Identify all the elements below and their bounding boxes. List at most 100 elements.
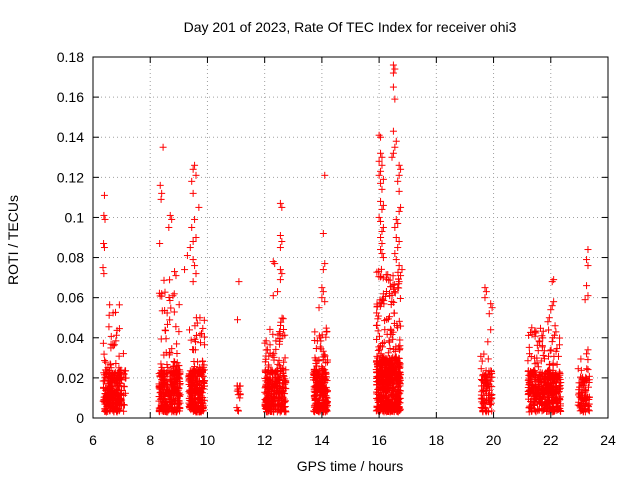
data-point	[160, 276, 168, 284]
data-point	[166, 392, 174, 400]
data-point	[271, 369, 279, 377]
data-point	[185, 394, 193, 402]
data-point	[165, 294, 173, 302]
data-point	[280, 358, 288, 366]
data-point	[169, 362, 177, 370]
data-point	[264, 346, 272, 354]
data-point	[272, 345, 280, 353]
data-point	[109, 383, 117, 391]
data-point	[198, 367, 206, 375]
data-point	[196, 331, 204, 339]
data-point	[319, 353, 327, 361]
data-point	[160, 390, 168, 398]
data-point	[198, 329, 206, 337]
data-point	[173, 388, 181, 396]
data-point	[163, 320, 171, 328]
data-point	[101, 357, 109, 365]
data-point	[265, 363, 273, 371]
data-point	[266, 341, 274, 349]
data-point	[233, 404, 241, 412]
data-point	[266, 376, 274, 384]
data-point	[173, 340, 181, 348]
data-point	[199, 324, 207, 332]
data-point	[199, 376, 207, 384]
data-point	[234, 406, 242, 414]
data-point	[115, 352, 123, 360]
data-point	[109, 369, 117, 377]
data-point	[262, 380, 270, 388]
data-point	[389, 272, 397, 280]
data-point	[266, 325, 274, 333]
data-point	[312, 359, 320, 367]
data-point	[261, 339, 269, 347]
data-point	[106, 301, 114, 309]
data-point	[261, 358, 269, 366]
data-point	[162, 327, 170, 335]
data-point	[385, 337, 393, 345]
data-point	[274, 382, 282, 390]
data-point	[185, 388, 193, 396]
data-point	[101, 407, 109, 415]
data-point	[191, 335, 199, 343]
data-point	[323, 407, 331, 415]
data-point	[234, 385, 242, 393]
data-point	[112, 331, 120, 339]
data-point	[190, 346, 198, 354]
data-point	[318, 363, 326, 371]
data-point	[113, 405, 121, 413]
data-point	[115, 368, 123, 376]
data-point	[166, 372, 174, 380]
data-point	[176, 381, 184, 389]
data-point	[274, 360, 282, 368]
data-point	[314, 371, 322, 379]
data-point	[163, 389, 171, 397]
data-point	[281, 375, 289, 383]
data-point	[112, 337, 120, 345]
data-point	[269, 330, 277, 338]
data-point	[173, 359, 181, 367]
data-point	[274, 388, 282, 396]
data-point	[321, 406, 329, 414]
data-point	[119, 350, 127, 358]
data-point	[267, 368, 275, 376]
data-point	[261, 366, 269, 374]
data-point	[319, 366, 327, 374]
data-point	[166, 316, 174, 324]
data-point	[112, 399, 120, 407]
data-point	[282, 378, 290, 386]
data-point	[172, 323, 180, 331]
data-point	[171, 371, 179, 379]
data-point	[322, 333, 330, 341]
data-point	[169, 292, 177, 300]
data-point	[175, 328, 183, 336]
data-point	[175, 301, 183, 309]
data-point	[192, 331, 200, 339]
data-point	[104, 379, 112, 387]
data-point	[201, 341, 209, 349]
data-point	[281, 354, 289, 362]
data-point	[188, 381, 196, 389]
data-point	[280, 326, 288, 334]
data-point	[186, 326, 194, 334]
data-point	[157, 360, 165, 368]
data-point	[317, 337, 325, 345]
data-point	[101, 366, 109, 374]
data-point	[310, 407, 318, 415]
data-point	[397, 322, 405, 330]
data-point	[104, 386, 112, 394]
data-point	[280, 399, 288, 407]
data-point	[197, 339, 205, 347]
data-point	[270, 350, 278, 358]
data-point	[189, 373, 197, 381]
data-point	[170, 390, 178, 398]
data-point	[272, 337, 280, 345]
data-point	[323, 328, 331, 336]
data-point	[167, 304, 175, 312]
data-point	[106, 407, 114, 415]
data-point	[109, 342, 117, 350]
data-point	[315, 367, 323, 375]
data-point	[234, 407, 242, 415]
data-point	[198, 357, 206, 365]
data-point	[323, 398, 331, 406]
data-point	[381, 326, 389, 334]
